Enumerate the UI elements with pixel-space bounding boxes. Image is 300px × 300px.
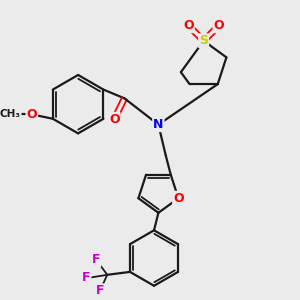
Text: O: O	[214, 19, 224, 32]
Text: N: N	[153, 118, 164, 131]
Text: O: O	[183, 19, 194, 32]
Text: O: O	[173, 192, 184, 205]
Text: O: O	[109, 113, 119, 126]
Text: F: F	[96, 284, 104, 297]
Text: O: O	[26, 108, 37, 121]
Text: F: F	[82, 271, 91, 284]
Text: S: S	[199, 34, 208, 47]
Text: F: F	[92, 253, 100, 266]
Text: CH₃: CH₃	[0, 110, 21, 119]
